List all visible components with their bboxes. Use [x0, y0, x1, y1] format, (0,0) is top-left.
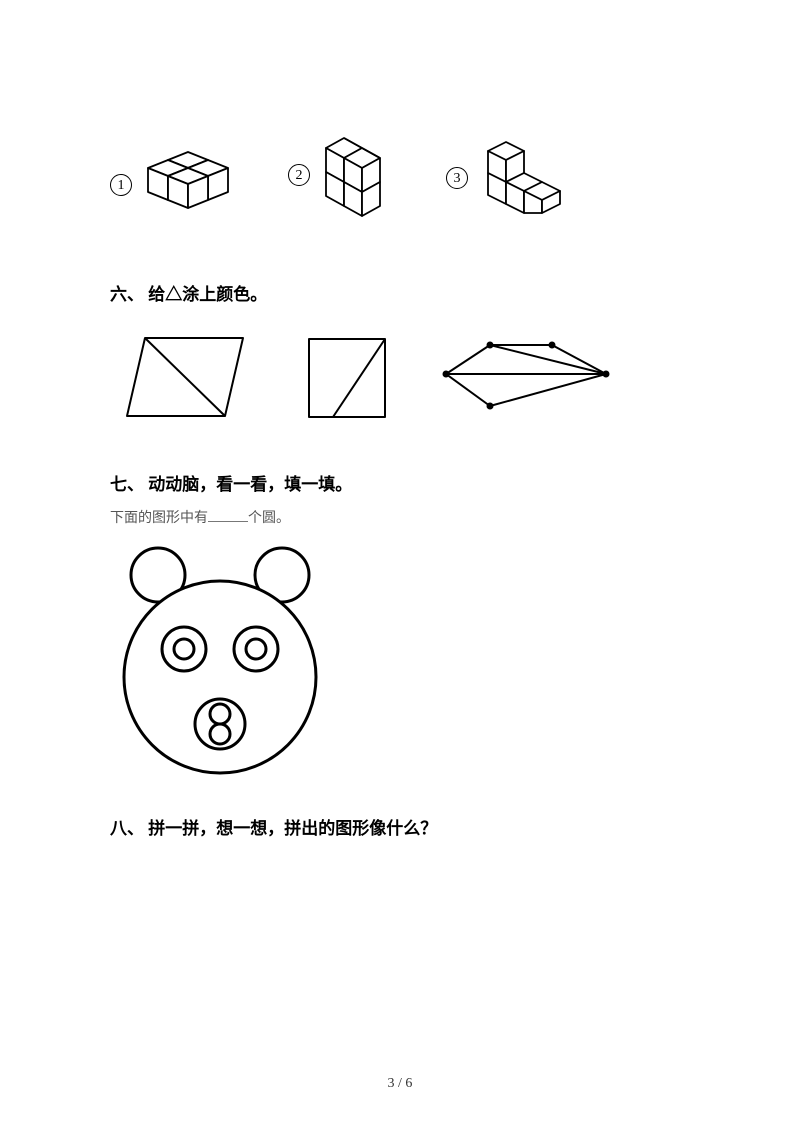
shape-parallelogram: [125, 330, 255, 425]
section-6: 六、 给△涂上颜色。: [110, 280, 700, 425]
cube-item-2: 2: [288, 130, 396, 220]
cube-label-2: 2: [288, 164, 310, 186]
cube-item-1: 1: [110, 150, 238, 220]
section-8-heading: 八、 拼一拼，想一想，拼出的图形像什么？: [110, 814, 700, 839]
shape-square: [305, 333, 390, 423]
shapes-row: [125, 330, 700, 425]
cubes-row: 1: [110, 130, 700, 220]
subtext-after: 个圆。: [248, 511, 290, 526]
cube-figure-1: [138, 150, 238, 220]
cube-label-3: 3: [446, 167, 468, 189]
cube-figure-3: [474, 135, 584, 220]
blank-field[interactable]: [208, 508, 248, 522]
subtext-before: 下面的图形中有: [110, 511, 208, 526]
section-6-heading: 六、 给△涂上颜色。: [110, 280, 700, 305]
section-7: 七、 动动脑，看一看，填一填。 下面的图形中有 个圆。: [110, 470, 700, 779]
section-8: 八、 拼一拼，想一想，拼出的图形像什么？: [110, 814, 700, 839]
bear-figure: [110, 539, 330, 779]
cube-item-3: 3: [446, 135, 584, 220]
cube-label-1: 1: [110, 174, 132, 196]
cube-figure-2: [316, 130, 396, 220]
section-7-subtext: 下面的图形中有 个圆。: [110, 507, 700, 527]
shape-kite: [440, 338, 610, 418]
section-7-heading: 七、 动动脑，看一看，填一填。: [110, 470, 700, 495]
page-footer: 3 / 6: [0, 1076, 800, 1092]
